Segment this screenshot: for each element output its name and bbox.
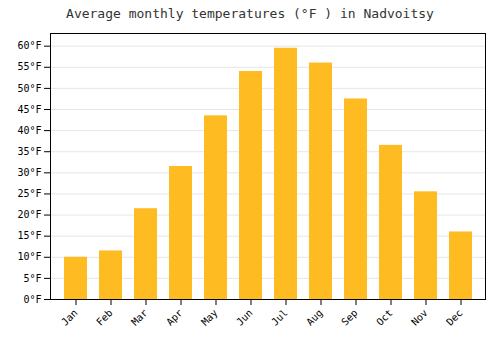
svg-text:Jan: Jan <box>59 307 80 328</box>
svg-text:Jul: Jul <box>269 307 290 328</box>
svg-text:0°F: 0°F <box>23 294 41 305</box>
svg-text:40°F: 40°F <box>17 125 41 136</box>
svg-text:10°F: 10°F <box>17 251 41 262</box>
svg-text:Apr: Apr <box>164 307 185 328</box>
svg-text:Jun: Jun <box>234 307 255 328</box>
svg-text:Feb: Feb <box>94 307 115 328</box>
svg-text:Aug: Aug <box>304 307 325 328</box>
svg-text:Nov: Nov <box>409 307 430 328</box>
svg-text:35°F: 35°F <box>17 146 41 157</box>
svg-text:45°F: 45°F <box>17 104 41 115</box>
svg-text:20°F: 20°F <box>17 209 41 220</box>
svg-text:55°F: 55°F <box>17 61 41 72</box>
svg-text:60°F: 60°F <box>17 40 41 51</box>
svg-text:Oct: Oct <box>374 307 395 328</box>
svg-text:May: May <box>199 307 220 328</box>
svg-text:Sep: Sep <box>339 307 360 328</box>
svg-text:15°F: 15°F <box>17 230 41 241</box>
html-text:Average monthly temperatures (: Average monthly temperatures (°F ) in Na… <box>66 6 434 21</box>
svg-text:Mar: Mar <box>129 307 150 328</box>
svg-text:30°F: 30°F <box>17 167 41 178</box>
svg-text:5°F: 5°F <box>23 273 41 284</box>
svg-text:Dec: Dec <box>444 307 465 328</box>
svg-text:25°F: 25°F <box>17 188 41 199</box>
svg-text:50°F: 50°F <box>17 83 41 94</box>
